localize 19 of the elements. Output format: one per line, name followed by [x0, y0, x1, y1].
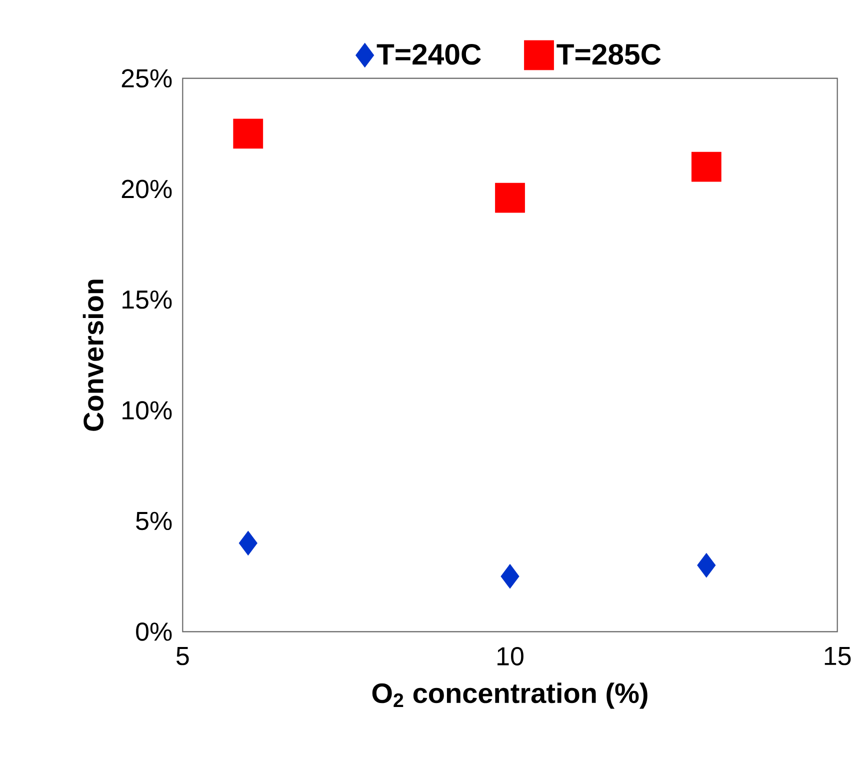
x-tick-label: 15: [824, 647, 851, 666]
x-axis-title: O$_{2}$ concentration (%): [372, 682, 648, 709]
point: [238, 530, 258, 556]
x-tick-label: 5: [176, 647, 189, 666]
point: [697, 552, 716, 578]
point: [233, 118, 264, 149]
y-axis-title: Conversion: [82, 280, 104, 431]
y-tick-label: 5%: [136, 512, 172, 530]
y-tick-label: 0%: [136, 622, 172, 641]
legend-label: T=285C: [556, 44, 661, 65]
legend-label: T=240C: [376, 44, 481, 65]
y-tick-label: 25%: [122, 69, 172, 88]
point: [495, 182, 525, 213]
y-tick-label: 20%: [122, 180, 172, 198]
x-tick-label: 10: [498, 647, 524, 666]
point: [500, 564, 520, 589]
y-tick-label: 10%: [122, 401, 172, 420]
point: [691, 152, 722, 182]
y-tick-label: 15%: [122, 290, 172, 309]
